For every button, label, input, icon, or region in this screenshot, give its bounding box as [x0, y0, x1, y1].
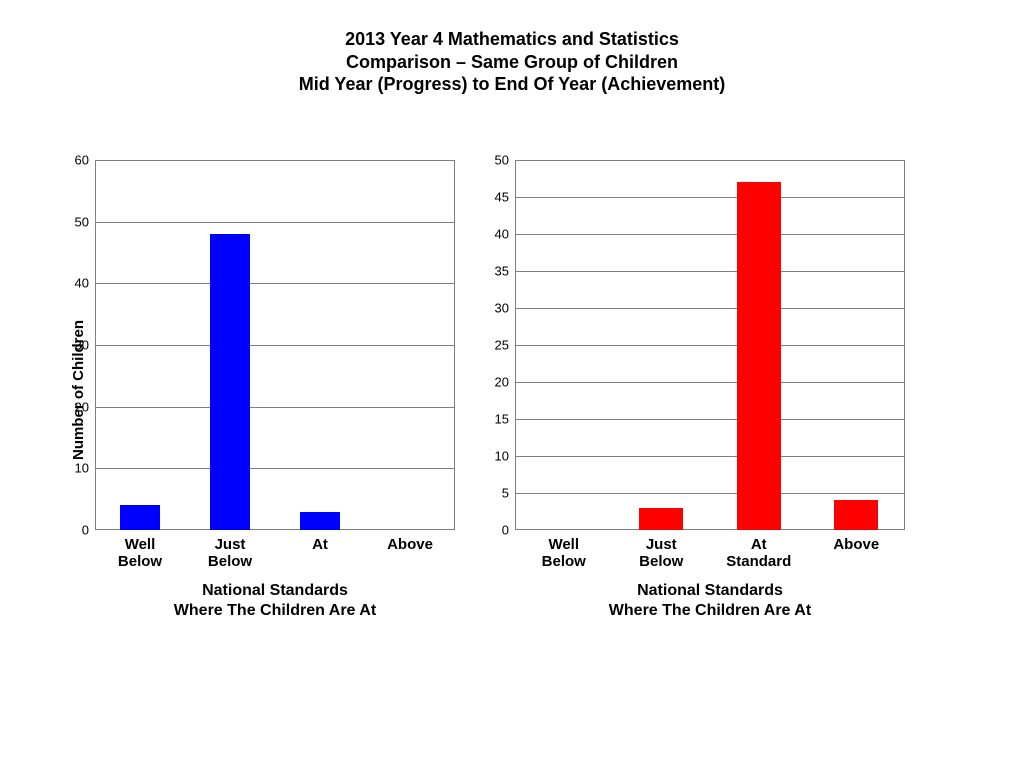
right-ytick-label: 25	[495, 338, 515, 353]
left-ytick-label: 10	[75, 461, 95, 476]
left-xtick-label: WellBelow	[95, 536, 185, 571]
right-ytick-label: 35	[495, 264, 515, 279]
title-line-2: Comparison – Same Group of Children	[0, 51, 1024, 74]
left-ytick-label: 60	[75, 153, 95, 168]
right-ytick-label: 45	[495, 190, 515, 205]
right-xtick-label: JustBelow	[613, 536, 711, 571]
right-bar-slot	[515, 160, 613, 530]
right-ytick-label: 5	[502, 486, 515, 501]
right-ytick-label: 10	[495, 449, 515, 464]
right-bar	[737, 182, 781, 530]
right-axis-title-line-1: National Standards	[515, 581, 905, 601]
right-plot-area: 05101520253035404550	[515, 160, 905, 530]
right-bar	[834, 500, 878, 530]
right-ytick-label: 0	[502, 523, 515, 538]
left-axis-title-line-2: Where The Children Are At	[95, 601, 455, 621]
left-bar-slot	[365, 160, 455, 530]
left-bar-slot	[185, 160, 275, 530]
right-ytick-label: 30	[495, 301, 515, 316]
right-ytick-label: 50	[495, 153, 515, 168]
left-axis-title: National Standards Where The Children Ar…	[95, 581, 455, 621]
right-xaxis: WellBelowJustBelowAtStandardAbove	[515, 536, 905, 571]
title-line-1: 2013 Year 4 Mathematics and Statistics	[0, 28, 1024, 51]
left-bar-slot	[95, 160, 185, 530]
left-ytick-label: 30	[75, 338, 95, 353]
left-xtick-label: Above	[365, 536, 455, 571]
right-xtick-label: WellBelow	[515, 536, 613, 571]
left-xtick-label: JustBelow	[185, 536, 275, 571]
right-bar-slot	[613, 160, 711, 530]
left-xaxis: WellBelowJustBelowAtAbove	[95, 536, 455, 571]
page-title: 2013 Year 4 Mathematics and Statistics C…	[0, 28, 1024, 96]
charts-row: Number of Children 0102030405060 WellBel…	[70, 160, 990, 621]
right-xtick-label: AtStandard	[710, 536, 808, 571]
right-axis-title-line-2: Where The Children Are At	[515, 601, 905, 621]
right-bar-slot	[808, 160, 906, 530]
left-xtick-label: At	[275, 536, 365, 571]
left-ytick-label: 0	[82, 523, 95, 538]
left-bar	[300, 512, 341, 531]
title-line-3: Mid Year (Progress) to End Of Year (Achi…	[0, 73, 1024, 96]
left-bar	[120, 505, 161, 530]
left-bar	[210, 234, 251, 530]
left-ytick-label: 20	[75, 399, 95, 414]
page: 2013 Year 4 Mathematics and Statistics C…	[0, 0, 1024, 768]
right-bars	[515, 160, 905, 530]
right-ytick-label: 40	[495, 227, 515, 242]
right-chart: 05101520253035404550 WellBelowJustBelowA…	[515, 160, 905, 621]
left-plot-area: 0102030405060	[95, 160, 455, 530]
right-xtick-label: Above	[808, 536, 906, 571]
right-ytick-label: 15	[495, 412, 515, 427]
left-bars	[95, 160, 455, 530]
left-ytick-label: 50	[75, 214, 95, 229]
left-chart: Number of Children 0102030405060 WellBel…	[70, 160, 455, 621]
right-ytick-label: 20	[495, 375, 515, 390]
right-bar-slot	[710, 160, 808, 530]
left-ytick-label: 40	[75, 276, 95, 291]
right-axis-title: National Standards Where The Children Ar…	[515, 581, 905, 621]
left-bar-slot	[275, 160, 365, 530]
right-bar	[639, 508, 683, 530]
left-axis-title-line-1: National Standards	[95, 581, 455, 601]
